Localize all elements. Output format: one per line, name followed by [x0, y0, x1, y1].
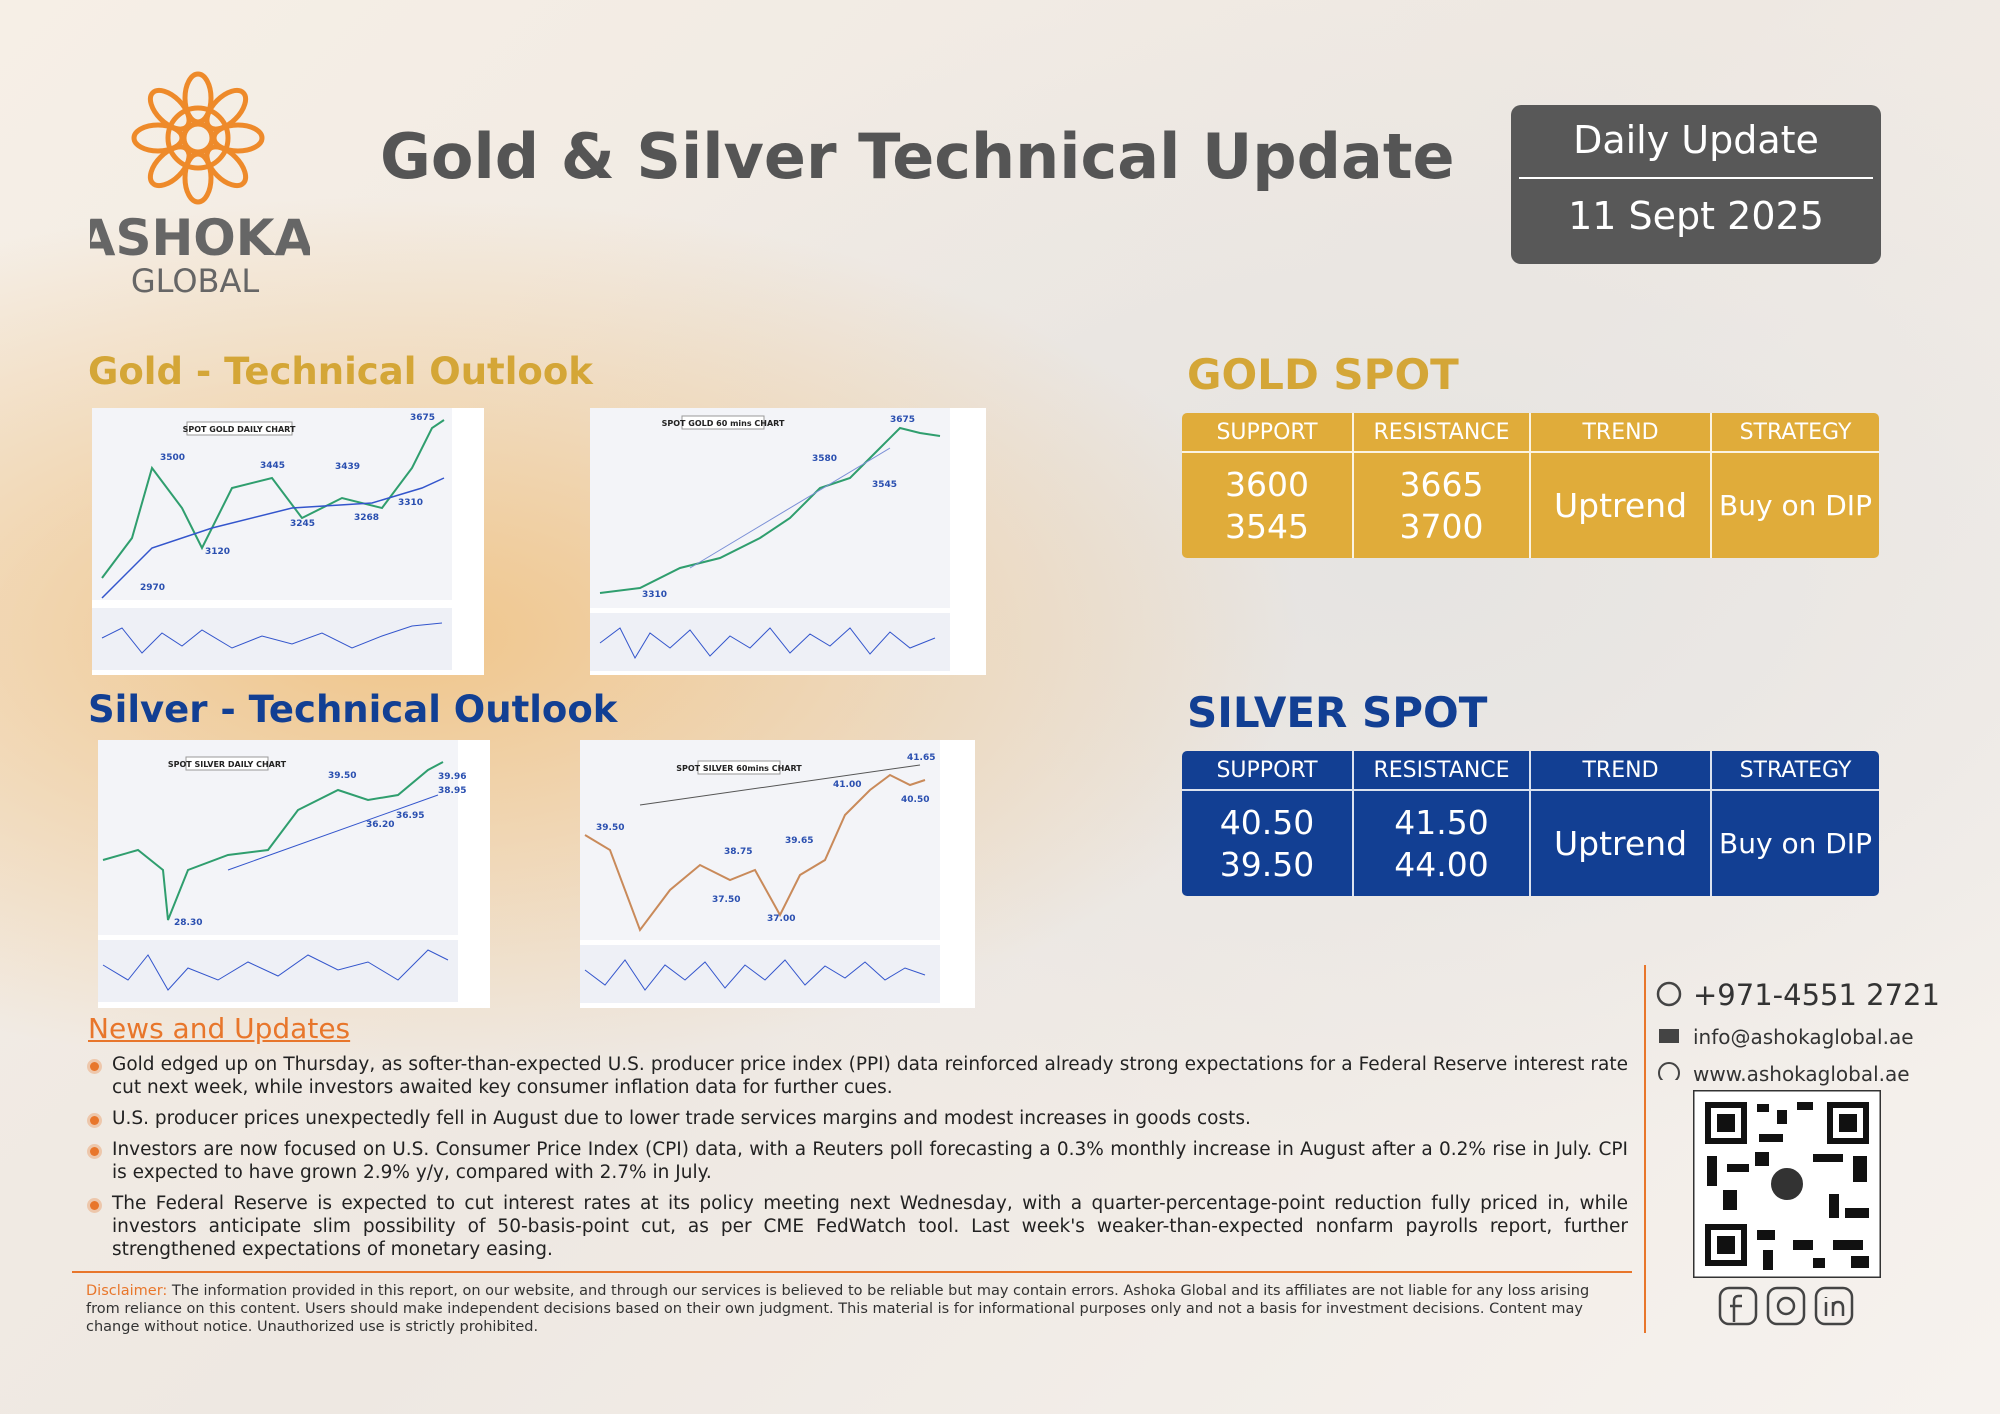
level: 3439	[335, 462, 360, 472]
level: 41.65	[907, 753, 935, 763]
support: 39.50	[1219, 844, 1315, 884]
support-cell: 3600 3545	[1182, 453, 1354, 558]
level: 40.50	[901, 795, 929, 805]
support-cell: 40.50 39.50	[1182, 791, 1354, 896]
disclaimer: Disclaimer: The information provided in …	[86, 1282, 1626, 1336]
resistance-cell: 3665 3700	[1354, 453, 1531, 558]
level: 39.50	[328, 771, 356, 781]
spot-heading: GOLD SPOT	[1187, 350, 1459, 399]
level: 38.95	[438, 786, 466, 796]
col-header: STRATEGY	[1712, 413, 1879, 453]
spot-table: SUPPORT RESISTANCE TREND STRATEGY 3600 35…	[1182, 413, 1879, 558]
strategy: Buy on DIP	[1719, 827, 1872, 860]
trend: Uptrend	[1531, 791, 1712, 896]
chart-image: SPOT SILVER 60mins CHART 41.65 41.00 40.…	[580, 740, 975, 1008]
col-header: TREND	[1531, 413, 1712, 453]
support: 3600	[1225, 464, 1309, 504]
support: 40.50	[1219, 802, 1315, 842]
title: Gold & Silver Technical Update	[380, 120, 1455, 193]
news-item: U.S. producer prices unexpectedly fell i…	[90, 1107, 1628, 1130]
chart-title: SPOT GOLD 60 mins CHART	[662, 419, 785, 428]
email: info@ashokaglobal.ae	[1693, 1025, 1914, 1049]
contact-icons	[1656, 981, 1682, 1080]
news-item: Gold edged up on Thursday, as softer-tha…	[90, 1054, 1628, 1098]
level: 3445	[260, 461, 285, 471]
chart-image: SPOT GOLD DAILY CHART 3675 3500 3445 343…	[92, 408, 484, 675]
level: 3310	[398, 498, 423, 508]
level: 2970	[140, 583, 165, 593]
col-header: SUPPORT	[1182, 751, 1354, 791]
col-header: STRATEGY	[1712, 751, 1879, 791]
chart-title: SPOT GOLD DAILY CHART	[183, 425, 296, 434]
trend: Uptrend	[1531, 453, 1712, 558]
news-heading: News and Updates	[88, 1012, 351, 1045]
news-item: The Federal Reserve is expected to cut i…	[90, 1193, 1628, 1260]
section-heading: Gold - Technical Outlook	[88, 350, 593, 393]
badge-label: Daily Update	[1573, 118, 1819, 162]
resistance: 3665	[1399, 464, 1484, 504]
col-header: RESISTANCE	[1354, 413, 1531, 453]
level: 36.95	[396, 811, 424, 821]
level: 39.96	[438, 772, 466, 782]
social-icons	[1718, 1286, 1854, 1326]
brand-sub: GLOBAL	[131, 262, 260, 300]
resistance-cell: 41.50 44.00	[1354, 791, 1531, 896]
level: 3580	[812, 454, 837, 464]
news-item: Investors are now focused on U.S. Consum…	[90, 1139, 1628, 1183]
col-header: RESISTANCE	[1354, 751, 1531, 791]
spot-heading: SILVER SPOT	[1187, 688, 1488, 737]
level: 39.65	[785, 836, 813, 846]
level: 38.75	[724, 847, 752, 857]
level: 3545	[872, 480, 897, 490]
level: 3120	[205, 547, 230, 557]
resistance: 44.00	[1394, 844, 1489, 884]
logo: ASHOKA GLOBAL	[90, 71, 310, 300]
spot-table: SUPPORT RESISTANCE TREND STRATEGY 40.50 3…	[1182, 751, 1879, 896]
level: 36.20	[366, 820, 394, 830]
level: 3675	[410, 413, 435, 423]
resistance: 41.50	[1394, 802, 1489, 842]
level: 3500	[160, 453, 185, 463]
level: 3675	[890, 415, 915, 425]
chart-image: SPOT GOLD 60 mins CHART 3675 3580 3545 3…	[590, 408, 986, 675]
col-header: SUPPORT	[1182, 413, 1354, 453]
news: News and Updates Gold edged up on Thursd…	[88, 1012, 1628, 1269]
section-heading: Silver - Technical Outlook	[88, 688, 618, 731]
support: 3545	[1225, 506, 1309, 546]
level: 41.00	[833, 780, 861, 790]
qr-code	[1693, 1090, 1881, 1278]
divider	[1644, 965, 1646, 1333]
strategy: Buy on DIP	[1719, 489, 1872, 522]
chart-title: SPOT SILVER DAILY CHART	[168, 760, 287, 769]
resistance: 3700	[1399, 506, 1484, 546]
level: 39.50	[596, 823, 624, 833]
level: 28.30	[174, 918, 202, 928]
level: 3268	[354, 513, 379, 523]
divider	[72, 1271, 1632, 1273]
disclaimer-label: Disclaimer:	[86, 1283, 168, 1299]
level: 37.00	[767, 914, 795, 924]
date: 11 Sept 2025	[1568, 194, 1824, 238]
disclaimer-text: The information provided in this report,…	[86, 1283, 1590, 1335]
chart-image: SPOT SILVER DAILY CHART 39.50 39.96 38.9…	[98, 740, 490, 1008]
level: 37.50	[712, 895, 740, 905]
website: www.ashokaglobal.ae	[1693, 1062, 1910, 1086]
date-badge: Daily Update 11 Sept 2025	[1511, 105, 1881, 264]
level: 3310	[642, 590, 667, 600]
phone: +971-4551 2721	[1693, 978, 1940, 1012]
level: 3245	[290, 519, 315, 529]
col-header: TREND	[1531, 751, 1712, 791]
chart-title: SPOT SILVER 60mins CHART	[676, 764, 802, 773]
brand: ASHOKA	[90, 209, 310, 267]
